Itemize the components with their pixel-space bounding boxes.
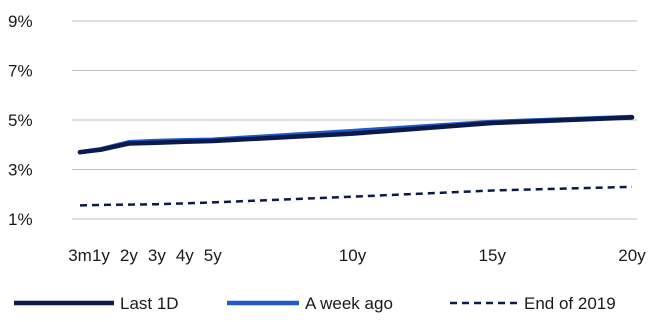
x-tick-label: 5y (204, 246, 222, 265)
legend-label-0: Last 1D (120, 294, 179, 313)
y-tick-label: 3% (8, 161, 33, 180)
x-tick-label: 15y (479, 246, 507, 265)
x-tick-label: 1y (92, 246, 110, 265)
x-tick-label: 2y (120, 246, 138, 265)
series-line-2 (79, 185, 633, 207)
y-axis-tick-labels: 1% 3% 5% 7% 9% (8, 12, 33, 229)
y-tick-label: 1% (8, 210, 33, 229)
series-lines (77, 114, 635, 207)
x-tick-label: 4y (176, 246, 194, 265)
y-tick-label: 7% (8, 62, 33, 81)
series-line-0 (77, 115, 635, 155)
legend-label-1: A week ago (305, 294, 393, 313)
gridlines (72, 20, 637, 220)
legend: Last 1D A week ago End of 2019 (14, 294, 616, 313)
legend-label-2: End of 2019 (524, 294, 616, 313)
x-tick-label: 3m (68, 246, 92, 265)
x-tick-label: 10y (339, 246, 367, 265)
x-tick-label: 3y (148, 246, 166, 265)
y-tick-label: 5% (8, 111, 33, 130)
x-axis-tick-labels: 3m 1y 2y 3y 4y 5y 10y 15y 20y (68, 246, 646, 265)
y-tick-label: 9% (8, 12, 33, 31)
x-tick-label: 20y (618, 246, 646, 265)
